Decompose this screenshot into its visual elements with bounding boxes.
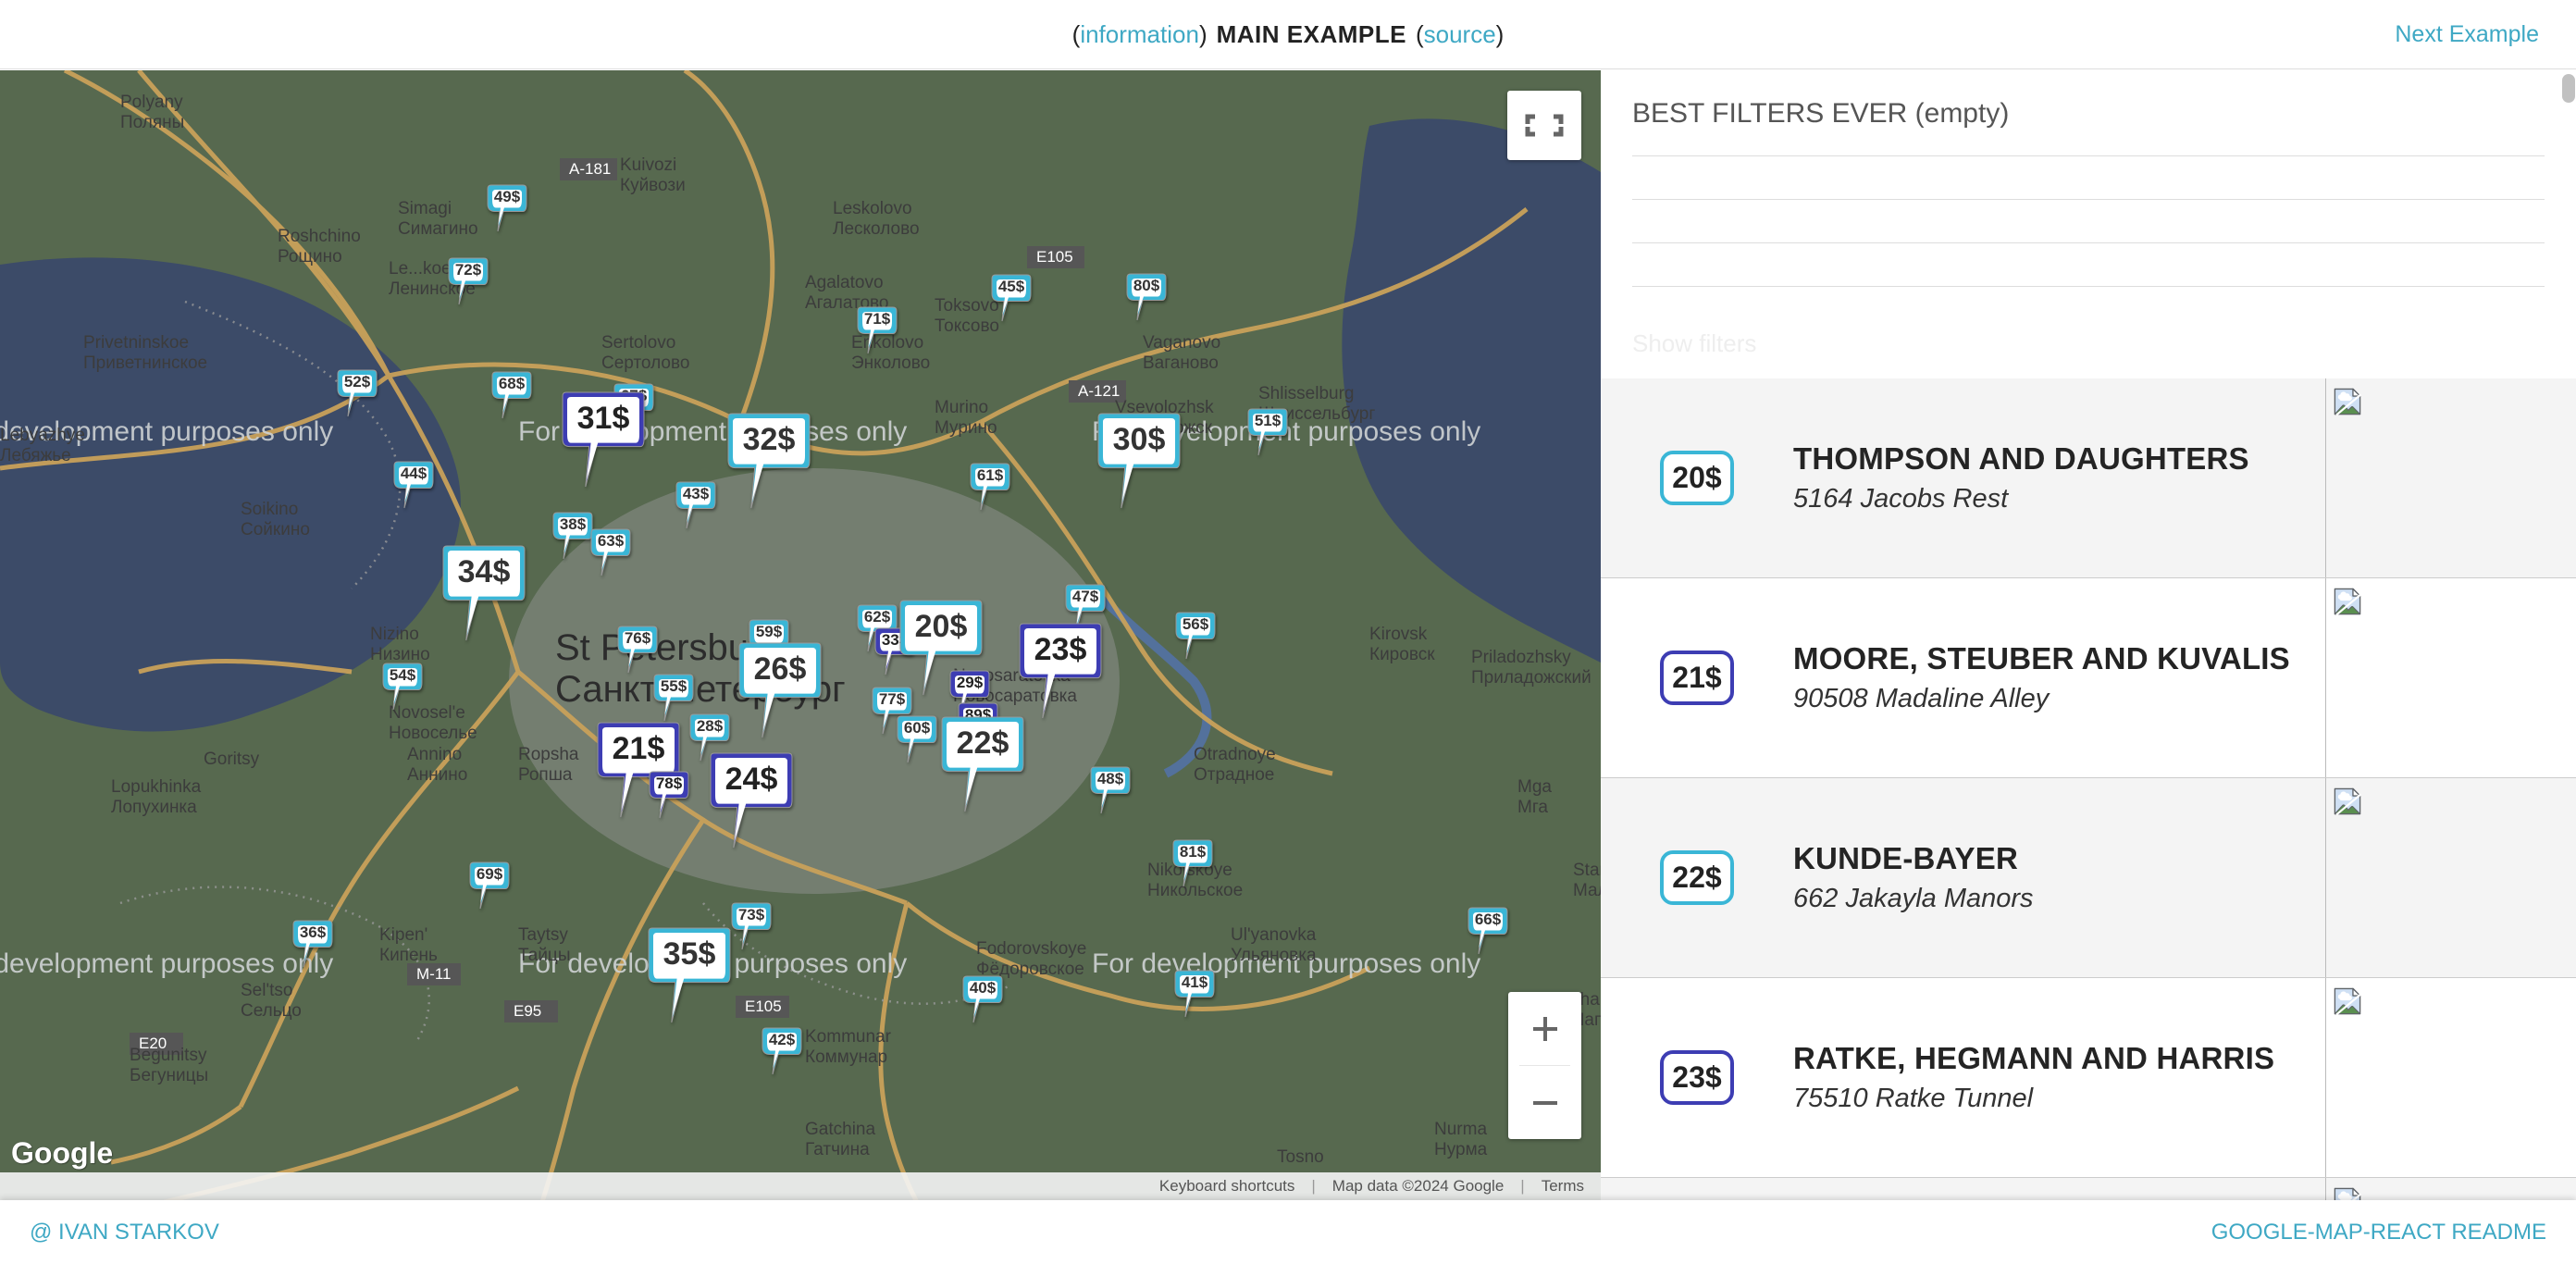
- svg-text:68$: 68$: [499, 375, 526, 392]
- svg-text:71$: 71$: [864, 310, 891, 328]
- svg-text:48$: 48$: [1097, 770, 1124, 787]
- svg-text:34$: 34$: [458, 554, 511, 589]
- svg-text:43$: 43$: [683, 485, 710, 502]
- svg-text:24$: 24$: [725, 762, 778, 797]
- svg-text:35$: 35$: [663, 936, 716, 972]
- svg-text:54$: 54$: [390, 666, 416, 684]
- svg-text:32$: 32$: [743, 422, 796, 457]
- svg-text:29$: 29$: [957, 674, 984, 691]
- svg-text:73$: 73$: [738, 906, 765, 923]
- svg-text:47$: 47$: [1072, 588, 1099, 605]
- svg-text:66$: 66$: [1475, 911, 1502, 928]
- svg-text:31$: 31$: [577, 401, 630, 436]
- svg-text:44$: 44$: [401, 465, 427, 482]
- svg-text:51$: 51$: [1255, 412, 1282, 429]
- svg-text:56$: 56$: [1183, 615, 1209, 633]
- svg-text:59$: 59$: [756, 623, 783, 640]
- svg-text:49$: 49$: [494, 188, 521, 205]
- svg-text:80$: 80$: [1133, 277, 1160, 294]
- svg-text:77$: 77$: [879, 690, 906, 708]
- svg-text:76$: 76$: [625, 629, 651, 647]
- svg-text:72$: 72$: [455, 261, 482, 279]
- svg-text:36$: 36$: [300, 923, 327, 941]
- svg-text:30$: 30$: [1113, 422, 1166, 457]
- svg-text:38$: 38$: [560, 515, 587, 533]
- svg-text:69$: 69$: [477, 865, 503, 883]
- svg-text:26$: 26$: [754, 651, 807, 687]
- svg-text:52$: 52$: [344, 373, 371, 390]
- svg-text:42$: 42$: [769, 1031, 796, 1048]
- svg-text:28$: 28$: [697, 717, 724, 735]
- svg-text:45$: 45$: [998, 278, 1025, 295]
- svg-text:62$: 62$: [864, 608, 891, 626]
- svg-text:40$: 40$: [970, 979, 997, 997]
- svg-text:60$: 60$: [904, 719, 931, 737]
- svg-text:21$: 21$: [613, 731, 665, 766]
- svg-text:22$: 22$: [957, 725, 1009, 761]
- svg-text:61$: 61$: [977, 466, 1004, 484]
- svg-text:55$: 55$: [661, 677, 687, 695]
- svg-text:41$: 41$: [1182, 973, 1208, 991]
- svg-text:23$: 23$: [1034, 632, 1087, 667]
- svg-text:63$: 63$: [598, 532, 625, 550]
- svg-text:81$: 81$: [1180, 843, 1207, 861]
- svg-text:78$: 78$: [656, 775, 683, 792]
- svg-text:20$: 20$: [915, 609, 968, 644]
